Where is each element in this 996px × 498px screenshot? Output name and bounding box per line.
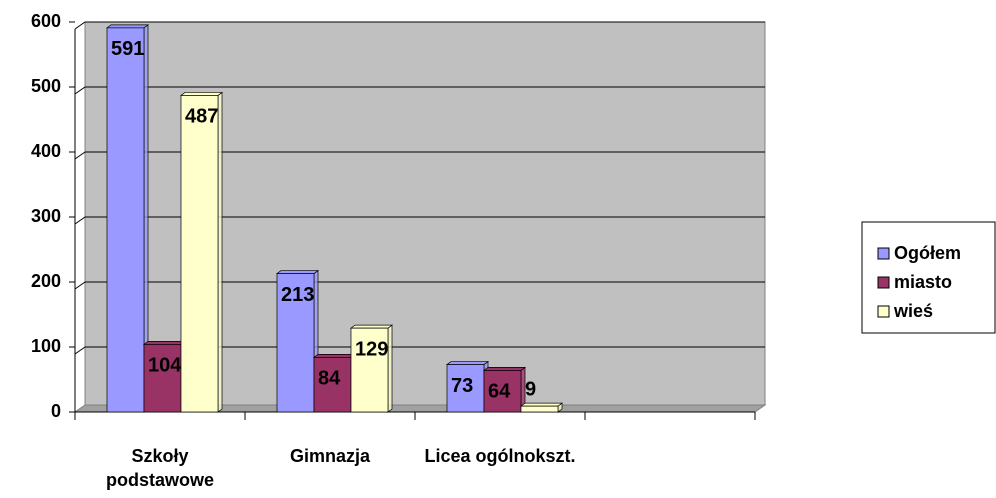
bar-top (179, 92, 224, 96)
bar (180, 95, 219, 413)
y-tick-label: 300 (31, 206, 61, 226)
grid-line (74, 86, 86, 95)
legend-swatch (877, 247, 890, 260)
grid-line (74, 21, 86, 30)
legend-swatch (877, 305, 890, 318)
data-label: 9 (525, 378, 536, 400)
bar (483, 370, 522, 413)
x-tick-label: Szkoły podstawowe (105, 446, 214, 490)
bar-top (105, 24, 150, 29)
bar (520, 405, 559, 413)
data-label: 487 (185, 106, 218, 128)
data-label: 104 (148, 355, 182, 377)
y-tick-label: 600 (31, 11, 61, 31)
grid-line (74, 216, 86, 225)
data-label: 213 (281, 284, 314, 306)
grid-line (74, 346, 86, 355)
y-tick-label: 0 (51, 401, 61, 421)
data-label: 129 (355, 338, 388, 360)
data-label: 591 (111, 38, 144, 60)
bar (106, 27, 145, 413)
y-tick-label: 100 (31, 336, 61, 356)
bar (446, 364, 485, 413)
legend-swatch (877, 276, 890, 289)
bar-top (349, 324, 394, 329)
legend-label: Ogółem (894, 243, 961, 263)
bar (313, 357, 352, 413)
data-label: 84 (318, 368, 341, 390)
y-tick-label: 200 (31, 271, 61, 291)
legend-label: wieś (893, 301, 933, 321)
x-tick-label: Gimnazja (289, 446, 371, 466)
bar (350, 327, 389, 413)
y-tick-label: 500 (31, 76, 61, 96)
grid-line (74, 281, 86, 290)
y-tick-label: 400 (31, 141, 61, 161)
legend-label: miasto (894, 272, 952, 292)
bar-top (275, 270, 320, 274)
bar-top (445, 361, 490, 365)
bar-top (142, 341, 187, 345)
bar (276, 273, 315, 413)
bar-top (312, 354, 357, 358)
x-tick-label: Licea ogólnokszt. (424, 446, 576, 466)
data-label: 73 (451, 375, 473, 397)
grid-line (74, 151, 86, 160)
bar-top (519, 402, 564, 407)
bar (143, 344, 182, 413)
bar-side (217, 91, 223, 413)
bar-side (387, 324, 393, 413)
bar-top (482, 367, 527, 371)
data-label: 64 (488, 381, 511, 403)
